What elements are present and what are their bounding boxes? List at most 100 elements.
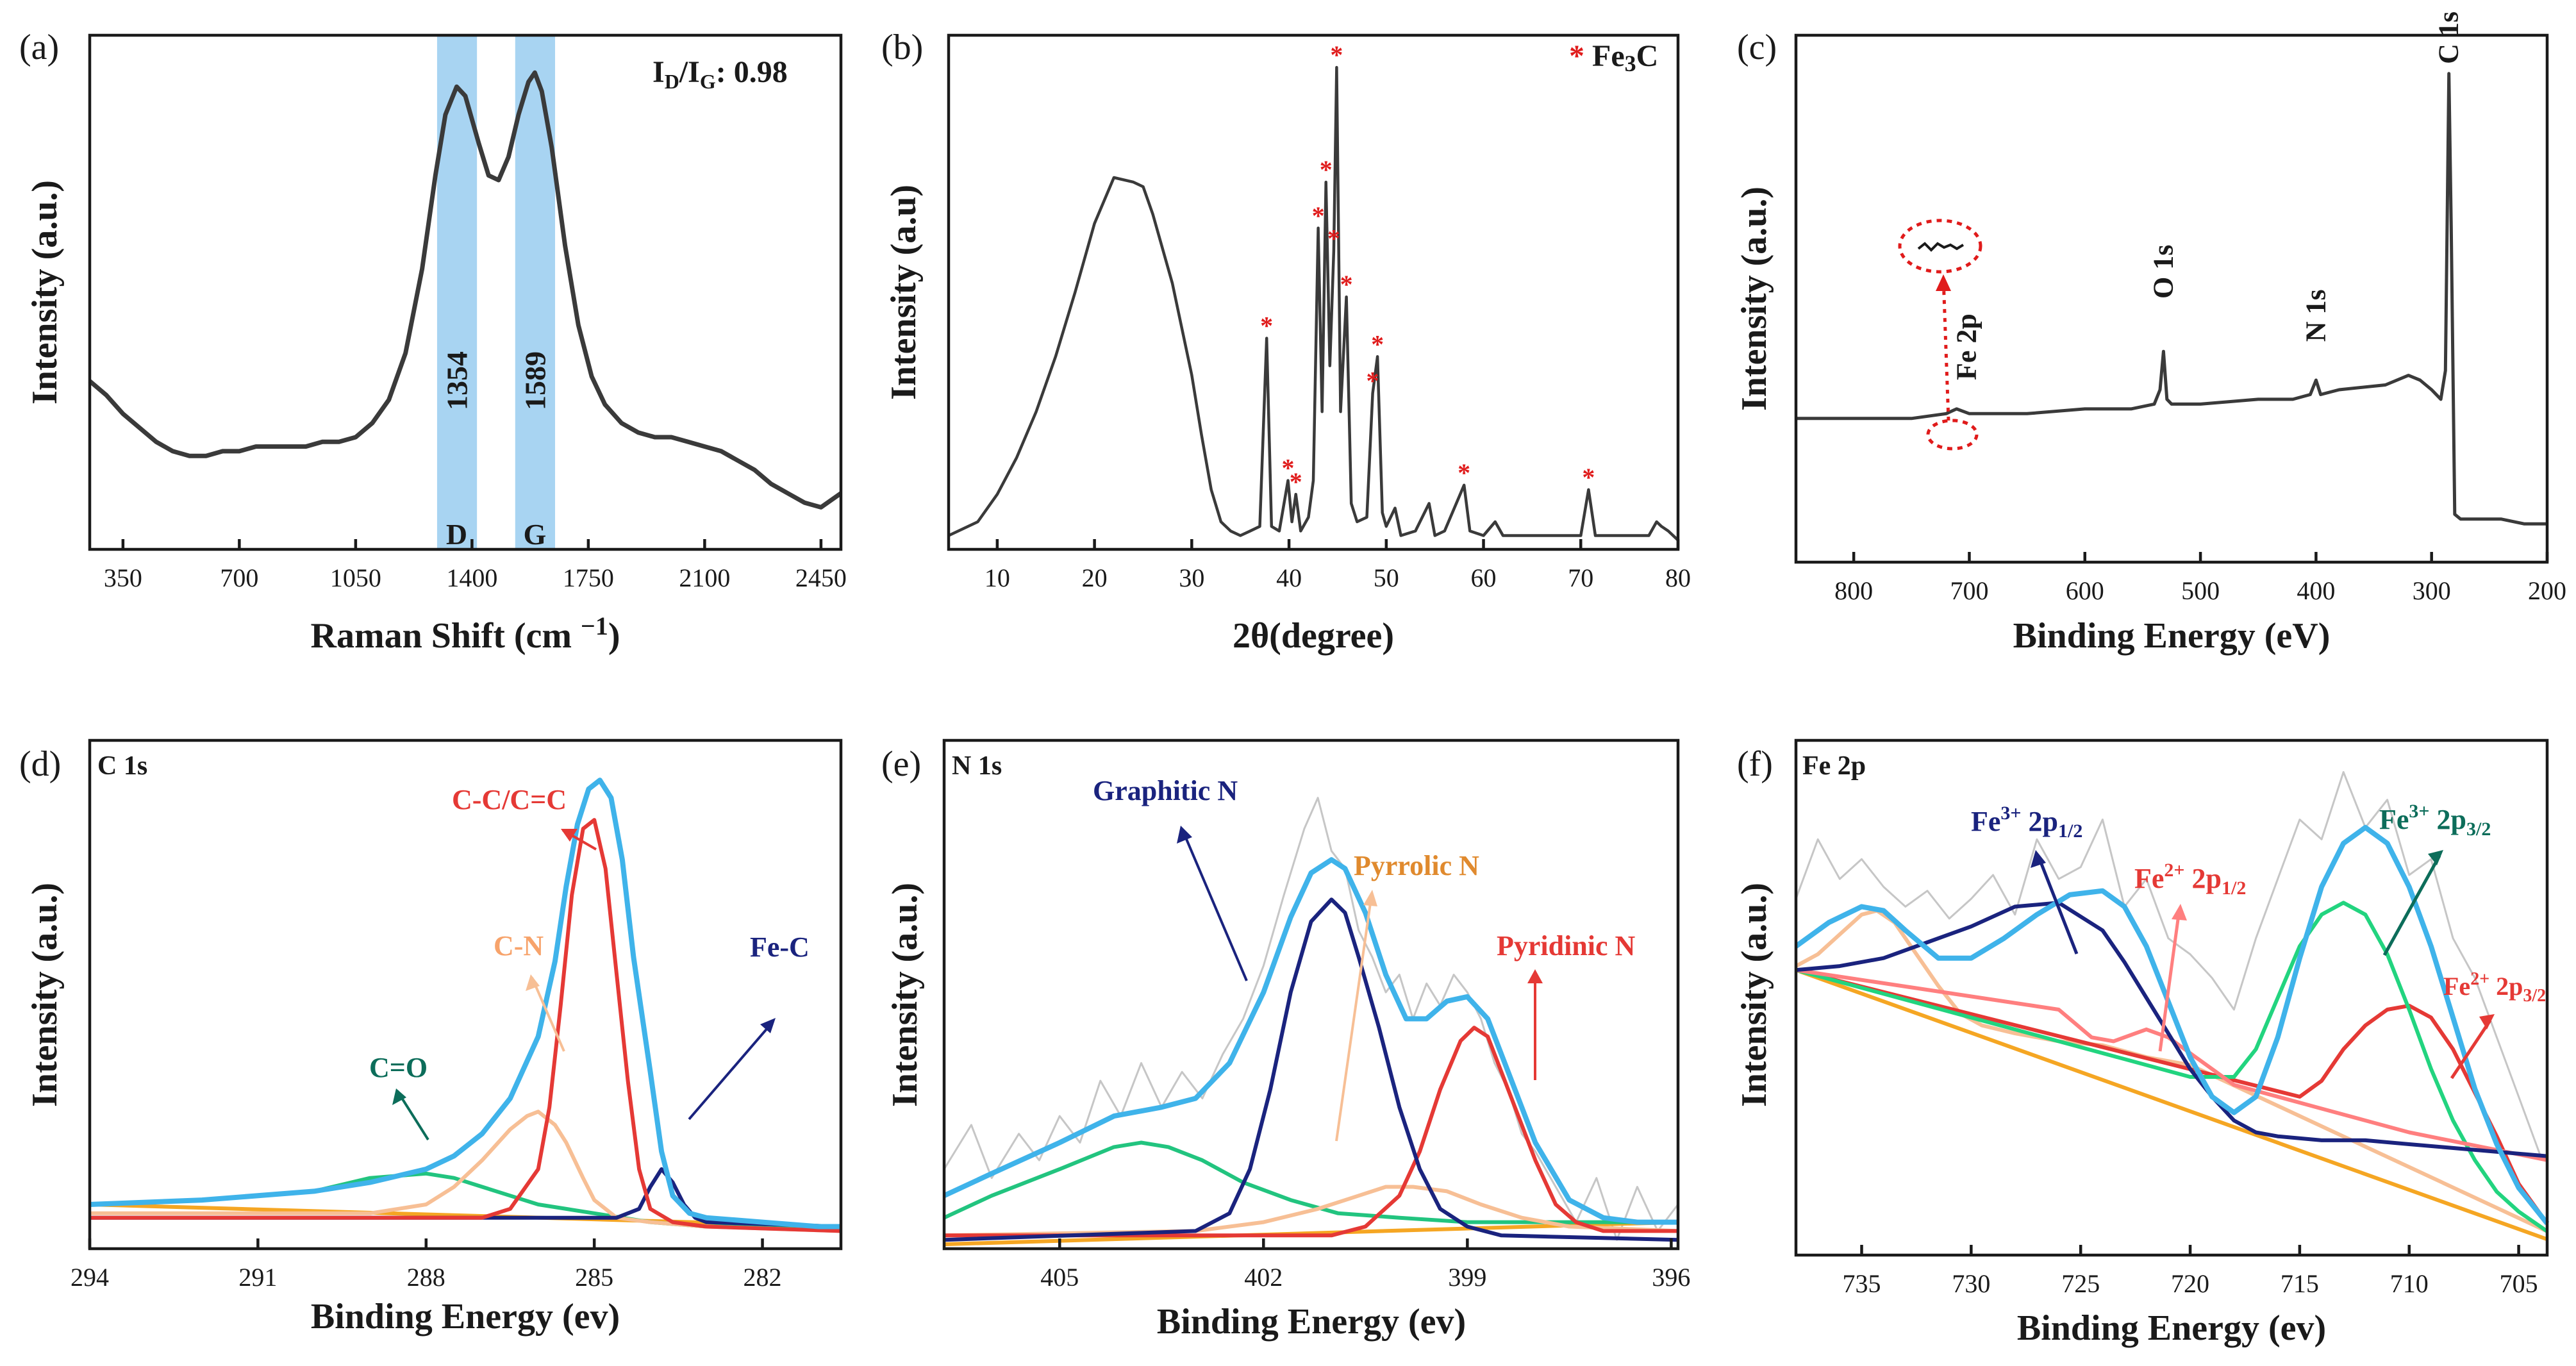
panel-f-y-axis-title: Intensity (a.u.) <box>1734 883 1774 1107</box>
o-1s-peak-label: O 1s <box>2147 245 2179 299</box>
x-tick-label: 735 <box>1843 1269 1881 1298</box>
pyrrolic-n-curve <box>943 1185 1679 1238</box>
panel-f-axes-frame <box>1794 738 2549 1257</box>
g-band-position: 1589 <box>519 351 551 410</box>
xps-survey-line <box>1796 72 2547 526</box>
fe3c-legend: * Fe3C <box>1569 39 1658 76</box>
panel-b-x-ticks: 10 20 30 40 50 60 70 80 <box>985 539 1691 592</box>
x-tick-label: 285 <box>575 1263 613 1292</box>
panel-c-x-ticks: 800 700 600 500 400 300 200 <box>1834 552 2566 605</box>
raw-curve <box>943 797 1679 1241</box>
c-c-c-c-annotation: C-C/C=C <box>452 784 567 815</box>
fe3c-peak-star: * <box>1260 312 1273 340</box>
fe3c-peak-star: * <box>1340 270 1353 299</box>
pyrrolic-n-arrowhead <box>1363 890 1377 906</box>
x-tick-label: 730 <box>1952 1269 1990 1298</box>
fe3c-peak-star: * <box>1290 467 1302 496</box>
panel-d-c1s: (d) 294 291 288 285 282 C 1s C-C/C=C C-N C=O… <box>19 738 843 1337</box>
x-tick-label: 710 <box>2390 1269 2429 1298</box>
x-tick-label: 60 <box>1471 563 1497 592</box>
panel-f-label: (f) <box>1737 744 1773 784</box>
fe2p-fit-curves <box>1794 770 2550 1242</box>
x-tick-label: 500 <box>2181 576 2220 605</box>
fe3-2p12-arrow <box>2036 855 2079 954</box>
panel-b-x-axis-title: 2θ(degree) <box>1233 616 1394 656</box>
fe-c-curve <box>90 1167 842 1229</box>
fe3c-peak-markers: *********** * <box>1260 40 1595 496</box>
x-tick-label: 291 <box>238 1263 277 1292</box>
raw-curve <box>1795 770 2542 1157</box>
x-tick-label: 200 <box>2528 576 2566 605</box>
xrd-pattern-line <box>948 65 1679 542</box>
d-band-position: 1354 <box>441 351 474 410</box>
x-tick-label: 1050 <box>330 563 381 592</box>
panel-d-label: (d) <box>19 744 61 784</box>
baseline-curve <box>1795 968 2548 1242</box>
c1s-fit-curves <box>89 778 842 1233</box>
x-tick-label: 40 <box>1276 563 1302 592</box>
panel-f-fe2p: (f) 735 730 725 720 715 710 705 Fe 2p Fe3+ 2p1… <box>1734 738 2550 1348</box>
pyridinic-n-curve <box>944 1026 1678 1238</box>
envelope-curve <box>1794 824 2550 1226</box>
c-n-curve <box>90 1110 842 1233</box>
pyrrolic-n-annotation: Pyrrolic N <box>1354 850 1479 881</box>
panel-f-title: Fe 2p <box>1802 751 1866 781</box>
pyridinic-n-arrowhead <box>1527 969 1543 983</box>
fe2-2p32-arrow <box>2450 1019 2492 1079</box>
panel-a-axes-frame <box>88 33 843 551</box>
graphitic-n-arrow <box>1181 829 1248 981</box>
fe3-2p1-2-curve <box>1795 901 2548 1158</box>
fe3-2p12-annotation: Fe3+ 2p1/2 <box>1971 803 2082 842</box>
panel-d-axes-frame <box>88 738 843 1251</box>
fe-c-annotation: Fe-C <box>750 931 810 963</box>
fe2p-zoom-arrowhead <box>1936 274 1951 291</box>
fe3c-peak-star: * <box>1312 201 1325 230</box>
x-tick-label: 1750 <box>563 563 614 592</box>
envelope-curve <box>89 778 841 1229</box>
graphitic-n-arrowhead <box>1177 826 1192 844</box>
fe3-2p32-arrow <box>2382 854 2441 956</box>
n-1s-peak-label: N 1s <box>2300 289 2331 342</box>
fe3c-peak-star: * <box>1282 454 1295 483</box>
graphitic-n-annotation: Graphitic N <box>1093 775 1238 806</box>
fe3c-peak-star: * <box>1327 224 1340 253</box>
x-tick-label: 282 <box>744 1263 782 1292</box>
panel-e-y-axis-title: Intensity (a.u.) <box>885 883 925 1107</box>
pyridinic-n-annotation: Pyridinic N <box>1497 930 1636 962</box>
x-tick-label: 30 <box>1179 563 1204 592</box>
fe3-2p3-2-curve <box>1795 901 2548 1233</box>
c-1s-peak-label: C 1s <box>2433 12 2464 64</box>
fe3c-peak-star: * <box>1320 155 1333 184</box>
fe3-2p32-arrowhead <box>2428 850 2443 865</box>
panel-a-y-axis-title: Intensity (a.u.) <box>25 180 65 404</box>
panel-c-xps-survey: (c) 800 700 600 500 400 300 200 Fe 2p O 1s N 1… <box>1734 12 2566 656</box>
fe2-2p12-arrowhead <box>2172 904 2187 920</box>
fe3c-peak-star: * <box>1458 458 1470 487</box>
fe-c-arrowhead <box>760 1018 776 1033</box>
fe3c-peak-star: * <box>1371 329 1384 358</box>
n1s-fit-curves <box>943 797 1679 1247</box>
panel-c-label: (c) <box>1737 28 1777 67</box>
x-tick-label: 800 <box>1834 576 1873 605</box>
x-tick-label: 600 <box>2066 576 2104 605</box>
x-tick-label: 2100 <box>679 563 730 592</box>
panel-d-x-ticks: 294 291 288 285 282 <box>71 1238 782 1292</box>
x-tick-label: 350 <box>104 563 142 592</box>
x-tick-label: 1400 <box>446 563 497 592</box>
panel-c-y-axis-title: Intensity (a.u.) <box>1734 187 1774 411</box>
x-tick-label: 705 <box>2500 1269 2538 1298</box>
panel-e-axes-frame <box>942 738 1680 1251</box>
x-tick-label: 402 <box>1244 1263 1283 1292</box>
panel-f-x-axis-title: Binding Energy (ev) <box>2017 1308 2326 1348</box>
c-c-c-c-curve <box>90 818 842 1233</box>
fe-c-arrow <box>688 1021 774 1120</box>
g-band-label: G <box>523 518 546 551</box>
x-tick-label: 294 <box>71 1263 109 1292</box>
fe3c-peak-star: * <box>1367 367 1379 396</box>
fe3c-peak-star: * <box>1582 463 1595 492</box>
x-tick-label: 396 <box>1652 1263 1690 1292</box>
x-tick-label: 10 <box>985 563 1010 592</box>
x-tick-label: 80 <box>1665 563 1691 592</box>
panel-d-x-axis-title: Binding Energy (ev) <box>311 1297 620 1337</box>
